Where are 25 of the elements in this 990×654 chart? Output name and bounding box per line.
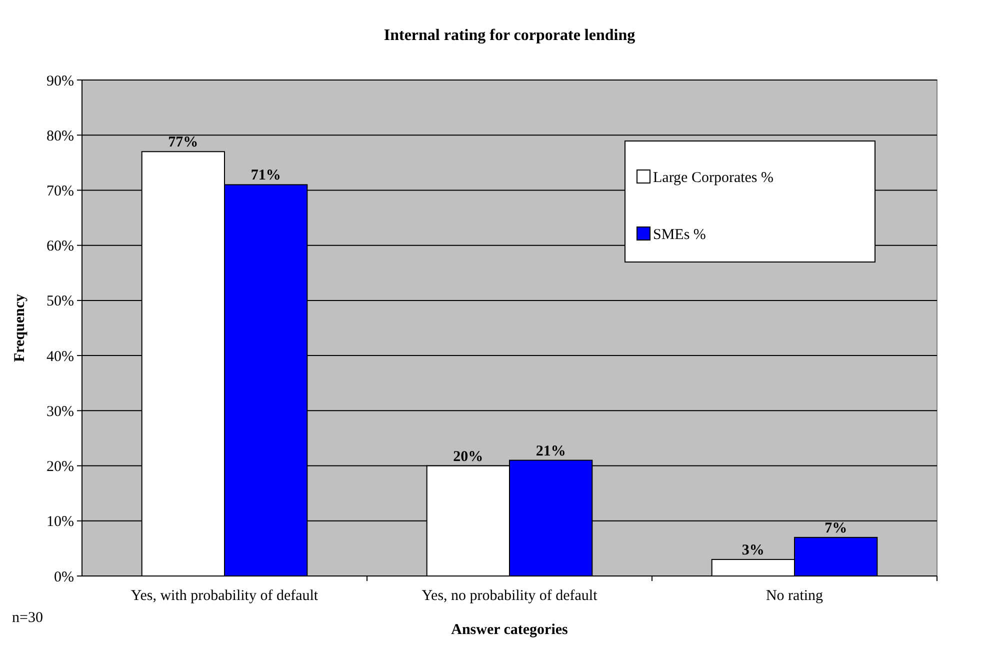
data-label: 21% xyxy=(536,443,566,460)
y-tick-label: 80% xyxy=(46,128,74,144)
data-label: 3% xyxy=(742,542,764,558)
y-tick-label: 70% xyxy=(46,183,74,200)
chart-title: Internal rating for corporate lending xyxy=(384,27,636,44)
data-label: 77% xyxy=(168,134,198,151)
y-tick-label: 40% xyxy=(46,348,74,365)
x-tick-label: Yes, with probability of default xyxy=(130,588,319,604)
text: n=30 xyxy=(12,610,43,626)
legend-label: Large Corporates % xyxy=(653,170,774,186)
y-tick-label: 10% xyxy=(46,514,74,530)
legend-label: SMEs % xyxy=(653,227,706,243)
y-tick-label: 30% xyxy=(46,404,74,420)
y-tick-label: 60% xyxy=(46,238,74,255)
x-tick-label: Yes, no probability of default xyxy=(422,588,598,604)
data-label: 7% xyxy=(824,520,848,536)
y-tick-label: 0% xyxy=(54,569,74,586)
y-tick-label: 50% xyxy=(46,294,74,310)
data-label: 71% xyxy=(250,168,281,184)
y-axis-title: Frequency xyxy=(12,293,28,362)
x-axis-title: Answer categories xyxy=(451,622,568,638)
y-tick-label: 20% xyxy=(46,459,74,476)
data-label: 20% xyxy=(453,448,484,465)
x-tick-label: No rating xyxy=(766,588,824,604)
y-tick-label: 90% xyxy=(46,73,74,90)
